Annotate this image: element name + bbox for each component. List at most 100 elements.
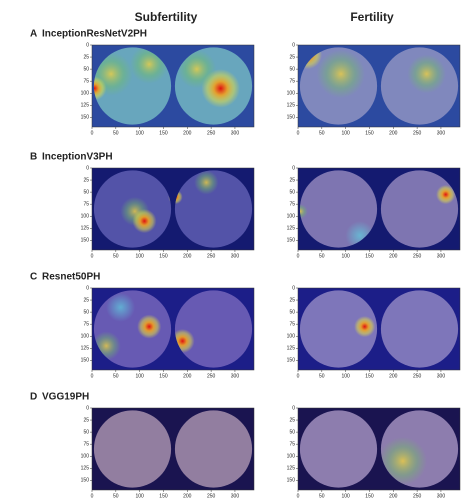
x-tick-label: 200 bbox=[183, 493, 192, 498]
x-tick-label: 100 bbox=[341, 373, 350, 379]
x-tick-label: 0 bbox=[91, 130, 94, 136]
x-tick-label: 300 bbox=[231, 373, 240, 379]
x-tick-label: 300 bbox=[437, 130, 446, 136]
y-tick-label: 50 bbox=[289, 309, 295, 315]
column-title: Subfertility bbox=[135, 10, 198, 24]
x-tick-label: 150 bbox=[365, 373, 374, 379]
y-tick-label: 50 bbox=[289, 66, 295, 72]
y-tick-label: 150 bbox=[287, 358, 296, 364]
y-tick-label: 25 bbox=[289, 54, 295, 60]
x-tick-label: 300 bbox=[231, 493, 240, 498]
x-tick-label: 150 bbox=[159, 373, 168, 379]
y-tick-label: 25 bbox=[289, 177, 295, 183]
x-tick-label: 50 bbox=[113, 373, 119, 379]
x-tick-label: 300 bbox=[437, 493, 446, 498]
endoscopy-disk bbox=[174, 290, 253, 368]
y-tick-label: 150 bbox=[287, 478, 296, 484]
x-tick-label: 0 bbox=[91, 493, 94, 498]
heat-blobs bbox=[299, 184, 456, 248]
y-tick-label: 100 bbox=[287, 214, 296, 220]
x-tick-label: 100 bbox=[341, 493, 350, 498]
y-tick-label: 0 bbox=[86, 42, 89, 48]
x-tick-label: 300 bbox=[231, 253, 240, 259]
endoscopy-disk bbox=[380, 290, 459, 368]
image-frame bbox=[91, 167, 255, 251]
y-tick-label: 125 bbox=[81, 346, 90, 352]
x-tick-label: 250 bbox=[413, 253, 422, 259]
heat-blobs bbox=[378, 436, 427, 486]
y-tick-label: 100 bbox=[81, 334, 90, 340]
y-tick-label: 100 bbox=[81, 214, 90, 220]
heat-blob bbox=[194, 170, 219, 195]
y-tick-label: 100 bbox=[287, 454, 296, 460]
x-tick-label: 150 bbox=[365, 253, 374, 259]
heat-blob bbox=[378, 436, 427, 486]
x-tick-label: 250 bbox=[207, 493, 216, 498]
x-tick-label: 50 bbox=[113, 493, 119, 498]
y-tick-label: 150 bbox=[287, 115, 296, 121]
x-tick-label: 100 bbox=[341, 130, 350, 136]
y-tick-label: 75 bbox=[289, 79, 295, 85]
y-tick-label: 150 bbox=[287, 238, 296, 244]
y-tick-label: 150 bbox=[81, 358, 90, 364]
y-tick-label: 150 bbox=[81, 238, 90, 244]
y-tick-label: 0 bbox=[86, 405, 89, 411]
y-tick-label: 125 bbox=[287, 346, 296, 352]
y-tick-label: 0 bbox=[292, 405, 295, 411]
heat-blob bbox=[436, 184, 456, 205]
x-tick-label: 0 bbox=[91, 253, 94, 259]
heatmap-image bbox=[297, 407, 461, 491]
x-tick-label: 50 bbox=[319, 493, 325, 498]
x-tick-label: 100 bbox=[135, 493, 144, 498]
x-tick-label: 100 bbox=[135, 253, 144, 259]
heatmap-image bbox=[91, 167, 255, 251]
heatmap-image bbox=[297, 167, 461, 251]
heat-blob bbox=[407, 54, 446, 94]
y-tick-label: 50 bbox=[83, 429, 89, 435]
y-tick-label: 75 bbox=[83, 79, 89, 85]
y-tick-label: 50 bbox=[289, 189, 295, 195]
panel-model: InceptionResNetV2PH bbox=[42, 29, 147, 40]
panel-letter: B bbox=[30, 152, 37, 163]
y-tick-label: 25 bbox=[83, 54, 89, 60]
x-tick-label: 100 bbox=[135, 130, 144, 136]
y-tick-label: 100 bbox=[81, 91, 90, 97]
image-frame bbox=[297, 167, 461, 251]
x-tick-label: 200 bbox=[183, 253, 192, 259]
y-tick-label: 100 bbox=[287, 91, 296, 97]
panel-model: InceptionV3PH bbox=[42, 152, 113, 163]
heatmap-image bbox=[91, 407, 255, 491]
image-frame bbox=[297, 287, 461, 371]
heat-blob bbox=[177, 49, 217, 89]
y-tick-label: 75 bbox=[289, 322, 295, 328]
x-tick-label: 150 bbox=[365, 493, 374, 498]
x-tick-label: 50 bbox=[319, 253, 325, 259]
x-tick-label: 50 bbox=[319, 130, 325, 136]
image-frame bbox=[297, 407, 461, 491]
y-tick-label: 125 bbox=[81, 466, 90, 472]
y-tick-label: 125 bbox=[81, 226, 90, 232]
endoscopy-disk bbox=[299, 410, 378, 488]
y-tick-label: 50 bbox=[83, 189, 89, 195]
x-tick-label: 300 bbox=[437, 373, 446, 379]
x-tick-label: 150 bbox=[365, 130, 374, 136]
heat-blob bbox=[132, 209, 157, 234]
x-tick-label: 150 bbox=[159, 493, 168, 498]
heat-blob bbox=[137, 314, 162, 339]
x-tick-label: 200 bbox=[389, 493, 398, 498]
y-tick-label: 100 bbox=[81, 454, 90, 460]
y-tick-label: 125 bbox=[287, 466, 296, 472]
y-tick-label: 50 bbox=[289, 429, 295, 435]
x-tick-label: 0 bbox=[297, 253, 300, 259]
y-tick-label: 25 bbox=[83, 177, 89, 183]
x-tick-label: 200 bbox=[183, 130, 192, 136]
heat-blob bbox=[354, 315, 376, 338]
x-tick-label: 250 bbox=[413, 493, 422, 498]
endoscopy-disk bbox=[174, 170, 253, 248]
heatmap-image bbox=[297, 44, 461, 128]
heat-blobs bbox=[93, 47, 240, 108]
column-title: Fertility bbox=[350, 10, 394, 24]
y-tick-label: 75 bbox=[83, 202, 89, 208]
image-frame bbox=[297, 44, 461, 128]
